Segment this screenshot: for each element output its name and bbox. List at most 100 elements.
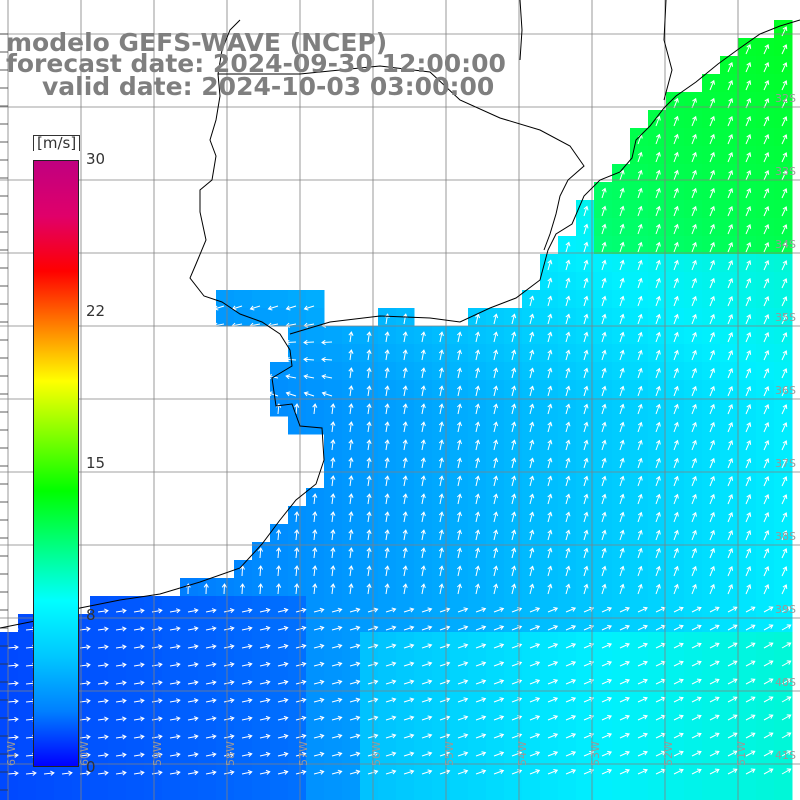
wind-arrow (637, 548, 642, 559)
field-cell (216, 776, 235, 795)
wind-arrowhead (601, 313, 607, 319)
wind-arrow (781, 440, 787, 451)
field-cell (576, 326, 595, 345)
wind-arrowhead (782, 584, 788, 589)
wind-arrowhead (764, 170, 770, 175)
field-cell (288, 722, 307, 741)
field-cell (594, 524, 613, 543)
wind-arrowhead (265, 679, 271, 685)
wind-arrowhead (366, 367, 372, 372)
wind-arrow (709, 170, 715, 181)
wind-arrowhead (678, 660, 684, 666)
wind-arrowhead (692, 439, 697, 445)
wind-arrow (781, 548, 787, 559)
wind-arrowhead (601, 439, 607, 445)
wind-arrow (259, 753, 270, 757)
wind-arrowhead (355, 607, 361, 613)
field-cell (594, 560, 613, 579)
wind-arrowhead (481, 679, 487, 685)
wind-arrow (637, 512, 642, 523)
wind-arrow (745, 584, 751, 595)
field-cell (738, 794, 757, 800)
wind-arrow (727, 458, 733, 469)
field-cell (306, 308, 325, 327)
wind-arrowhead (710, 385, 715, 391)
wind-arrow (313, 770, 324, 775)
wind-arrowhead (427, 733, 433, 739)
field-cell (612, 182, 631, 201)
wind-arrowhead (786, 678, 792, 683)
field-cell (774, 758, 793, 777)
wind-arrow (691, 422, 697, 433)
field-cell (270, 290, 289, 309)
wind-arrow (637, 607, 648, 613)
wind-arrowhead (696, 714, 702, 720)
field-cell (630, 650, 649, 669)
field-cell (630, 668, 649, 687)
field-cell (522, 794, 541, 800)
wind-arrow (619, 188, 624, 199)
wind-arrow (691, 751, 702, 757)
wind-arrow (223, 753, 234, 757)
field-cell (630, 794, 649, 800)
wind-arrow (457, 404, 461, 415)
wind-arrowhead (438, 439, 444, 445)
wind-arrowhead (283, 661, 289, 667)
wind-arrowhead (732, 624, 738, 630)
wind-arrowhead (625, 606, 630, 612)
wind-arrowhead (571, 714, 577, 720)
wind-arrow (781, 368, 787, 379)
field-cell (36, 794, 55, 800)
lon-label: 60W (78, 741, 91, 766)
wind-arrow (655, 242, 660, 253)
field-cell (576, 218, 595, 237)
wind-arrow (781, 732, 791, 739)
wind-arrowhead (571, 678, 577, 684)
field-cell (648, 308, 667, 327)
field-cell (630, 362, 649, 381)
wind-arrow (403, 752, 414, 757)
wind-arrowhead (601, 421, 607, 427)
field-cell (702, 164, 721, 183)
field-cell (684, 704, 703, 723)
wind-arrow (727, 768, 738, 775)
wind-arrow (475, 716, 486, 721)
field-cell (126, 722, 145, 741)
wind-arrowhead (535, 733, 541, 738)
wind-arrow (565, 422, 570, 433)
wind-arrowhead (692, 151, 697, 157)
wind-arrowhead (786, 768, 792, 773)
wind-arrowhead (696, 678, 702, 684)
field-cell (180, 758, 199, 777)
wind-arrow (529, 368, 534, 379)
wind-arrow (547, 715, 558, 721)
wind-arrowhead (337, 661, 343, 667)
field-cell (612, 380, 631, 399)
wind-arrow (169, 753, 180, 757)
wind-arrow (673, 440, 679, 451)
wind-arrowhead (710, 403, 715, 409)
wind-arrow (439, 584, 443, 595)
wind-arrow (331, 626, 342, 631)
wind-arrowhead (637, 475, 643, 481)
wind-arrow (763, 606, 773, 613)
wind-arrow (745, 530, 751, 541)
wind-arrowhead (764, 584, 770, 589)
field-cell (234, 632, 253, 651)
field-cell (648, 200, 667, 219)
wind-arrow (277, 717, 288, 721)
wind-arrow (673, 512, 679, 523)
wind-arrowhead (445, 643, 451, 649)
wind-arrow (529, 296, 534, 307)
field-cell (666, 560, 685, 579)
wind-arrow (547, 494, 552, 505)
wind-arrowhead (499, 607, 505, 612)
wind-arrow (439, 626, 450, 631)
field-cell (720, 650, 739, 669)
field-cell (702, 596, 721, 615)
field-cell (684, 272, 703, 291)
wind-arrow (637, 769, 648, 775)
wind-arrowhead (481, 697, 487, 703)
field-cell (288, 290, 307, 309)
wind-arrow (313, 716, 324, 721)
